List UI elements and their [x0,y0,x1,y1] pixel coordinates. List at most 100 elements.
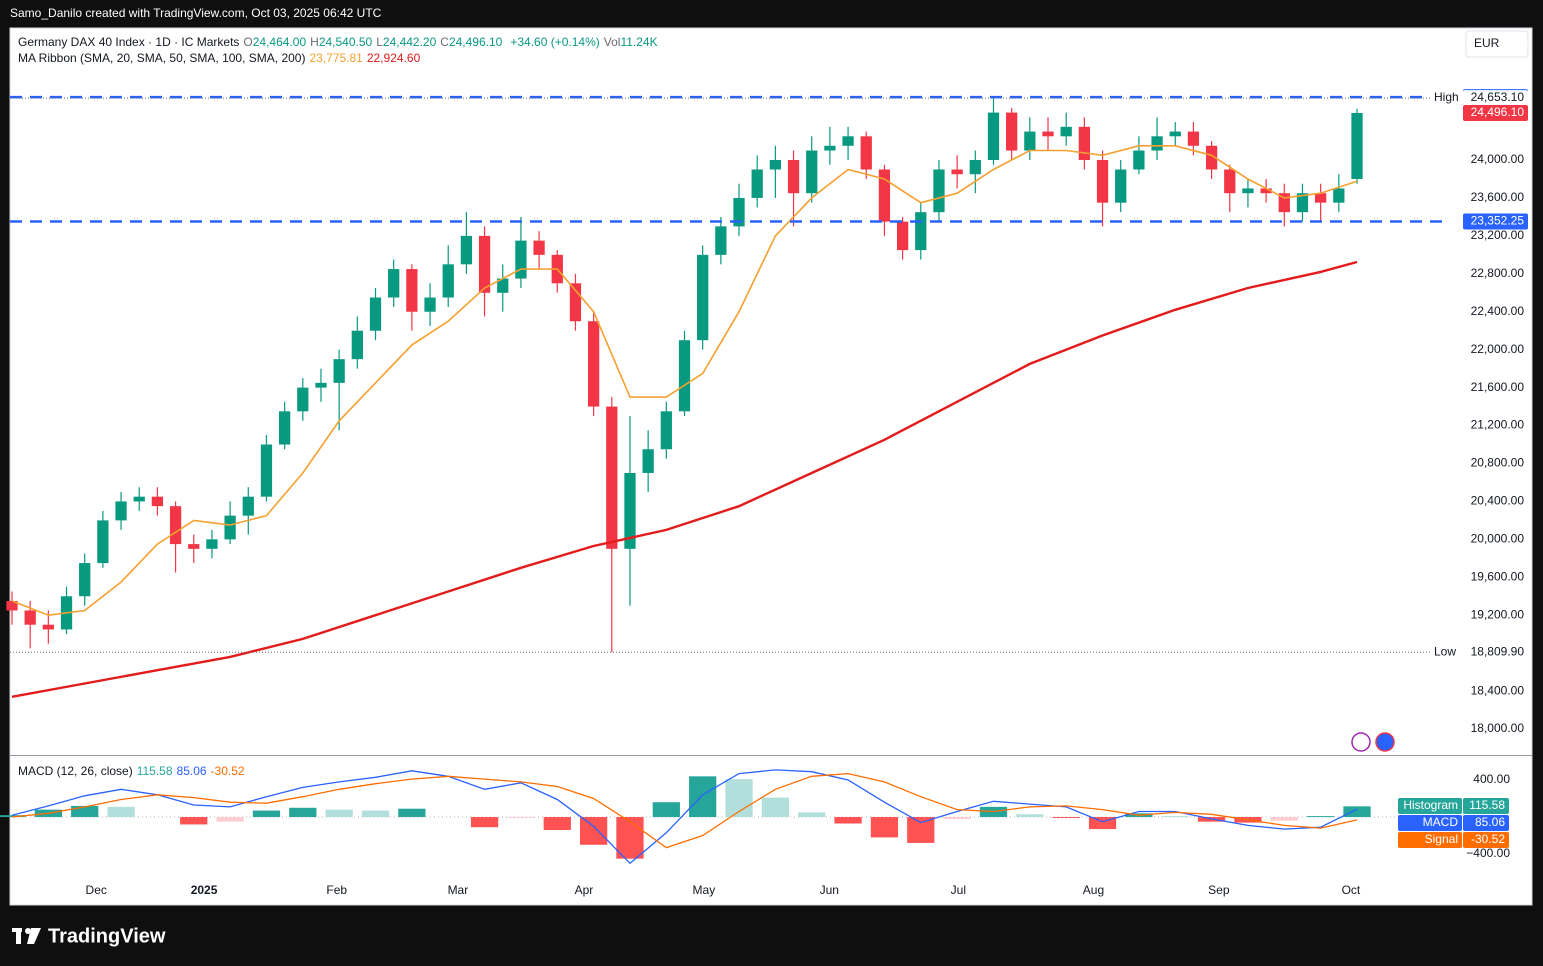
histogram-bar [834,817,862,824]
ma-line [11,260,1358,698]
symbol: Germany DAX 40 Index · 1D · IC Markets [18,35,240,49]
series-value: 85.06 [1475,815,1505,829]
candle-body [587,321,600,407]
series-name-box [1398,815,1462,831]
candle-body [406,269,418,312]
macd-values: 115.58 85.06 -30.52 [137,764,249,778]
y-tick-label: 22,400.00 [1471,304,1525,318]
candle-body [460,235,473,265]
candle-body [442,264,454,298]
candle-body [206,539,218,549]
series-name-box [1398,798,1462,814]
series-name: Signal [1425,832,1458,846]
candle-body [824,145,836,151]
icon[interactable] [1375,732,1395,752]
histogram-bar [1307,816,1335,818]
candle-body [369,297,382,331]
price-line-label-box [1463,213,1528,230]
series-value: 115.58 [1469,798,1505,812]
candle-body [515,240,527,279]
y-tick-label: 23,200.00 [1471,228,1525,242]
candle-body [260,444,273,497]
candle-body [1351,112,1363,179]
extreme-label: 18,809.90 [1471,644,1525,658]
candle-body [933,169,945,213]
candle-body [1042,131,1054,137]
histogram-bar [1016,814,1044,818]
candle-body [1333,188,1345,203]
ma-values: 23,775.81 22,924.60 [309,51,424,65]
histogram-bar [616,817,644,859]
ma-value: 23,775.81 [309,51,363,65]
last-price-label: 24,496.10 [1471,105,1525,119]
histogram-bar [507,817,535,818]
histogram-bar [0,815,26,818]
candle-body [806,150,818,194]
series-name: Histogram [1403,798,1458,812]
vol-value: 11.24K [620,35,658,49]
series-value-box [1463,798,1509,814]
y-tick-label: −400.00 [1466,846,1510,860]
ohlc-key: L [376,35,383,49]
histogram-bar [180,817,208,825]
candle-body [169,506,182,545]
candle-body [224,515,236,540]
candle-body [297,387,309,412]
y-tick-label: 400.00 [1473,772,1510,786]
candle-body [133,496,145,502]
ma-line [11,145,1358,617]
candle-body [715,226,727,255]
icon[interactable] [1351,732,1371,752]
candle-body [987,112,1000,161]
histogram-bar [361,810,390,818]
ohlc-key: C [440,35,449,49]
y-tick-label: 21,200.00 [1471,418,1525,432]
histogram-bar [1052,817,1080,818]
candle-body [842,136,854,146]
ohlc-value: 24,464.00 [252,35,307,49]
candle-body [242,496,254,516]
candle-body [1260,188,1272,194]
ohlc-key: O [243,35,253,49]
x-tick-label: Feb [326,883,347,897]
extreme-label-box [1463,644,1528,661]
candle-body [1278,193,1290,213]
histogram-bar [943,817,971,819]
histogram-bar [216,817,244,822]
histogram-bar [470,817,499,828]
candle-body [115,501,127,521]
y-tick-label: 18,400.00 [1471,683,1525,697]
x-tick-label: Jul [951,883,966,897]
candle-body [1205,145,1218,170]
y-tick-label: 24,000.00 [1471,152,1525,166]
x-tick-label: May [693,883,716,897]
extreme-label-box [1463,90,1528,107]
y-tick-label: 19,600.00 [1471,569,1525,583]
series-name-box [1398,832,1462,848]
candle-body [624,472,636,549]
candle-body [351,330,363,360]
candle-body [315,382,327,388]
legend-ma: MA Ribbon (SMA, 20, SMA, 50, SMA, 100, S… [18,51,428,65]
x-tick-label: 2025 [191,883,218,897]
histogram-bar [1270,817,1298,821]
candle-body [860,136,872,170]
extreme-name: Low [1434,644,1456,658]
candle-body [278,411,291,445]
macd-title: MACD (12, 26, close) [18,764,133,778]
candle-body [533,240,545,255]
macd-value: -30.52 [210,764,245,778]
ohlc-value: 24,496.10 [448,35,503,49]
candle-body [97,520,109,564]
candle-body [1078,126,1090,161]
currency-box [1465,30,1529,58]
credit: Samo_Danilo created with TradingView.com… [10,6,382,20]
candle-body [333,359,345,383]
y-tick-label: 21,600.00 [1471,380,1525,394]
y-tick-label: 19,200.00 [1471,607,1525,621]
candle-body [497,278,509,293]
extreme-name-box [1430,644,1463,661]
histogram-bar [325,809,353,818]
candle-body [969,160,981,175]
